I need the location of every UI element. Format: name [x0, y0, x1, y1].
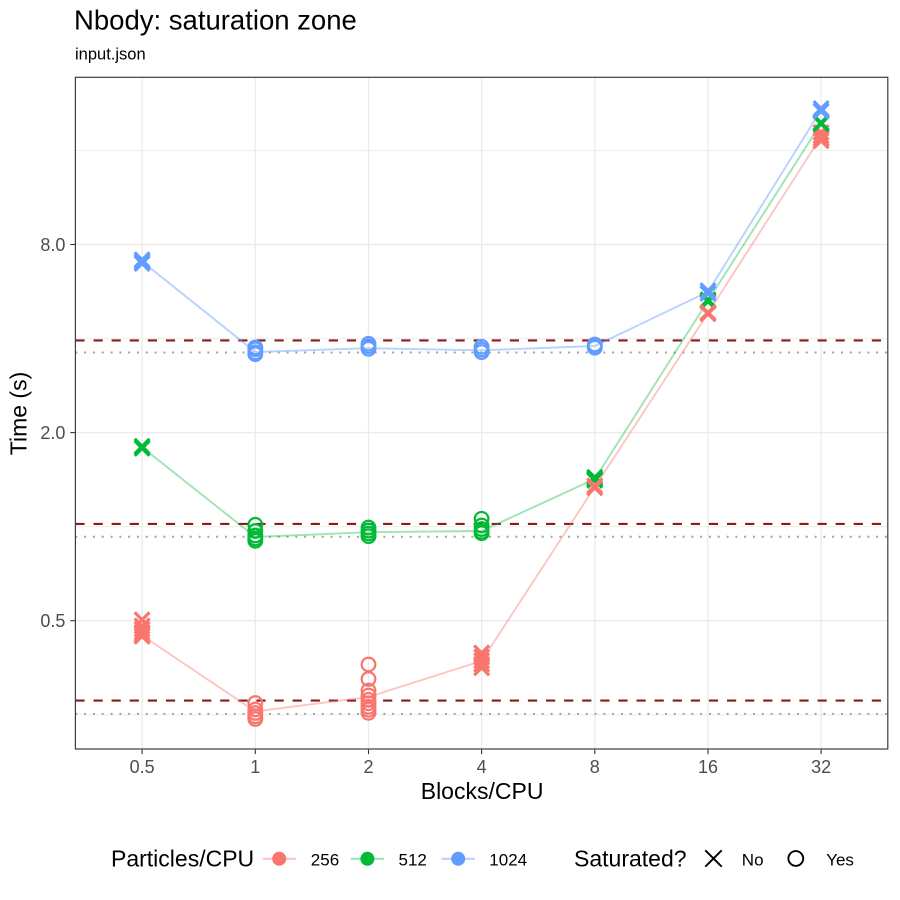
svg-text:1: 1: [250, 757, 260, 777]
svg-text:Yes: Yes: [826, 851, 854, 870]
svg-text:Nbody: saturation zone: Nbody: saturation zone: [74, 4, 357, 35]
svg-text:8.0: 8.0: [40, 235, 65, 255]
svg-text:0.5: 0.5: [130, 757, 155, 777]
svg-text:input.json: input.json: [75, 46, 146, 64]
svg-text:Blocks/CPU: Blocks/CPU: [421, 778, 544, 804]
svg-text:32: 32: [811, 757, 831, 777]
svg-text:0.5: 0.5: [40, 611, 65, 631]
svg-text:Particles/CPU: Particles/CPU: [111, 845, 254, 871]
svg-text:4: 4: [477, 757, 487, 777]
svg-text:512: 512: [399, 851, 427, 870]
svg-text:1024: 1024: [489, 851, 527, 870]
svg-text:Saturated?: Saturated?: [574, 845, 687, 871]
svg-text:16: 16: [698, 757, 718, 777]
svg-text:2.0: 2.0: [40, 423, 65, 443]
svg-text:2: 2: [363, 757, 373, 777]
svg-text:256: 256: [311, 851, 339, 870]
svg-text:Time (s): Time (s): [6, 372, 32, 455]
svg-text:8: 8: [590, 757, 600, 777]
svg-text:No: No: [742, 851, 764, 870]
